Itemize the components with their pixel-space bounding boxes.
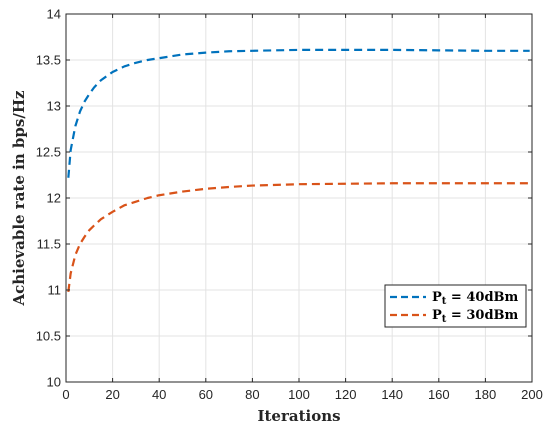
y-tick-label: 13.5 [36, 53, 61, 68]
x-tick-label: 80 [245, 387, 259, 402]
y-tick-label: 14 [47, 7, 61, 22]
legend-label-2: Pt = 30dBm [432, 308, 519, 325]
x-tick-label: 0 [62, 387, 69, 402]
x-tick-label: 40 [152, 387, 166, 402]
x-tick-label: 120 [335, 387, 357, 402]
x-tick-label: 200 [521, 387, 543, 402]
x-axis-label: Iterations [257, 407, 340, 425]
x-tick-label: 140 [381, 387, 403, 402]
legend-entry-1: Pt = 40dBm [390, 290, 519, 307]
y-tick-label: 12 [47, 191, 61, 206]
y-tick-label: 13 [47, 99, 61, 114]
series-line-1 [67, 48, 530, 178]
y-tick-label: 10.5 [36, 329, 61, 344]
x-tick-label: 180 [475, 387, 497, 402]
ticks: 0 20 40 60 80 100 120 140 160 180 200 10 10.5 11 11.5 1… [36, 7, 543, 403]
legend: Pt = 40dBm Pt = 30dBm [384, 284, 527, 328]
y-tick-label: 11 [48, 283, 62, 298]
y-tick-label: 11.5 [37, 237, 61, 252]
y-tick-label: 12.5 [36, 145, 61, 160]
y-tick-label: 10 [47, 375, 61, 390]
x-tick-label: 20 [105, 387, 119, 402]
series-line-2 [67, 182, 530, 292]
series-layer [67, 48, 530, 292]
x-tick-label: 100 [288, 387, 310, 402]
legend-entry-2: Pt = 30dBm [390, 308, 519, 325]
legend-box [384, 284, 527, 328]
x-tick-label: 160 [428, 387, 450, 402]
x-tick-label: 60 [199, 387, 213, 402]
y-axis-label: Achievable rate in bps/Hz [10, 90, 28, 307]
legend-label-1: Pt = 40dBm [432, 290, 519, 307]
